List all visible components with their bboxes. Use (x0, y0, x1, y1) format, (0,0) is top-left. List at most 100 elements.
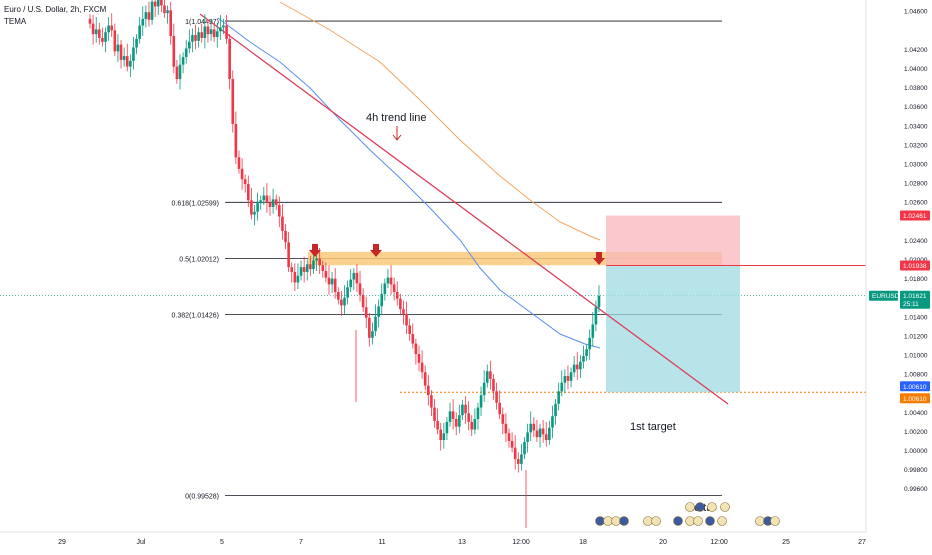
symbol-title[interactable]: Euro / U.S. Dollar, 2h, FXCM (4, 5, 107, 14)
target-zone (606, 265, 740, 393)
candle-body (246, 184, 250, 201)
event-flag-icon (685, 516, 695, 526)
price-tick: 1.03800 (904, 85, 928, 92)
candle-body (538, 428, 542, 438)
candle-body (237, 157, 241, 169)
time-axis-panel[interactable] (0, 532, 932, 550)
candle-body (147, 12, 151, 20)
price-badge-text: 1.00610 (903, 384, 927, 391)
candle-body (91, 23, 95, 35)
fib-label-0: 1(1.04497) (185, 19, 219, 26)
candle-body (250, 200, 253, 215)
price-tick: 1.02800 (904, 181, 928, 188)
time-tick: 29 (58, 539, 66, 546)
candle-body (529, 423, 533, 433)
candle-body (395, 291, 399, 299)
candle-body (197, 32, 200, 41)
trend-line-pointer-icon (392, 126, 402, 141)
candle-body (554, 403, 557, 417)
economic-events[interactable] (595, 502, 780, 526)
candle-body (309, 264, 312, 270)
candle-body (442, 433, 446, 441)
candle-body (336, 291, 340, 300)
candle-body (191, 35, 194, 42)
candle-body (371, 331, 374, 338)
candle-body (212, 29, 216, 38)
candle-body (566, 376, 570, 381)
candle-body (169, 10, 172, 37)
event-flag-icon (755, 516, 765, 526)
candle-body (588, 337, 591, 350)
event-flag-icon (705, 516, 715, 526)
candle-body (368, 317, 371, 338)
candle-body (358, 283, 362, 295)
candle-body (389, 277, 393, 285)
candle-body (430, 395, 433, 408)
candle-body (268, 202, 272, 207)
indicator-label[interactable]: TEMA (4, 17, 27, 26)
fib-label-1: 0.618(1.02599) (172, 200, 219, 207)
candle-body (203, 26, 207, 38)
candle-body (125, 56, 129, 67)
candle-body (420, 362, 424, 373)
candle-body (377, 306, 380, 317)
candle-body (166, 10, 169, 14)
event-flag-icon (611, 516, 621, 526)
event-flag-icon (720, 502, 730, 512)
time-tick: 7 (299, 539, 303, 546)
candle-body (253, 211, 256, 215)
price-tick: 1.01000 (904, 353, 928, 360)
candle-body (101, 37, 104, 42)
event-flag-icon (673, 516, 683, 526)
candle-body (271, 199, 275, 207)
candle-body (122, 56, 126, 60)
price-tick: 0.99600 (904, 486, 928, 493)
candle-body (175, 66, 179, 80)
time-tick: 12:00 (710, 539, 728, 546)
candle-body (411, 334, 415, 344)
price-tick: 1.00800 (904, 372, 928, 379)
candle-body (299, 267, 303, 276)
candle-body (274, 199, 278, 206)
price-tick: 1.03200 (904, 142, 928, 149)
candle-body (399, 298, 402, 310)
candle-body (107, 25, 110, 33)
candle-body (293, 271, 297, 283)
time-tick: 18 (579, 539, 587, 546)
candle-body (172, 36, 176, 67)
candle-body (523, 441, 526, 455)
down-arrow-icon (309, 244, 321, 257)
trend-line (199, 13, 729, 405)
candle-body (259, 200, 263, 204)
candle-body (318, 258, 321, 266)
candle-body (374, 316, 377, 332)
candle-body (479, 395, 483, 408)
price-tick: 1.00000 (904, 448, 928, 455)
candle-body (327, 277, 331, 285)
time-tick: 20 (659, 539, 667, 546)
candle-body (321, 265, 325, 271)
candle-body (352, 272, 356, 280)
price-badge-bg (900, 393, 930, 404)
candle-body (113, 30, 117, 52)
candle-body (436, 420, 439, 430)
ema-blue-line (217, 17, 601, 349)
ema-orange-line (279, 1, 601, 241)
short-position-tool[interactable] (606, 215, 866, 393)
price-axis-labels: 1.04600 1.04200 1.04000 1.03800 1.03600 1.034… (904, 9, 928, 494)
candle-body (104, 32, 107, 42)
price-badge-bg (900, 210, 930, 221)
candle-body (256, 203, 259, 212)
price-axis-panel[interactable] (866, 0, 932, 550)
candle-body (548, 427, 551, 441)
candle-body (535, 430, 539, 438)
candle-body (405, 313, 408, 326)
candle-body (349, 279, 353, 288)
candle-body (324, 270, 328, 278)
price-tick: 1.00400 (904, 410, 928, 417)
fib-label-4: 0(0.99528) (185, 494, 219, 501)
candle-body (392, 284, 396, 292)
